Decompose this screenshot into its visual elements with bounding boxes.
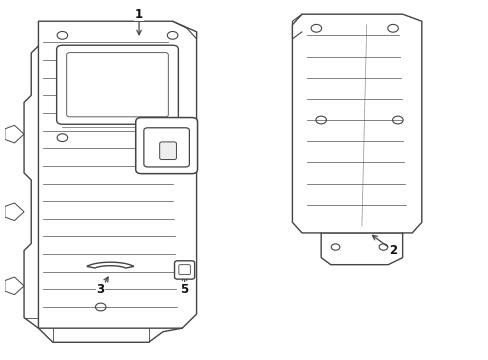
- Polygon shape: [5, 125, 24, 143]
- FancyBboxPatch shape: [179, 265, 190, 275]
- Text: 5: 5: [180, 283, 188, 296]
- Polygon shape: [5, 203, 24, 221]
- FancyBboxPatch shape: [174, 261, 194, 279]
- FancyBboxPatch shape: [136, 118, 197, 174]
- Polygon shape: [39, 21, 196, 328]
- Polygon shape: [87, 262, 134, 268]
- Polygon shape: [5, 277, 24, 294]
- Text: 4: 4: [142, 96, 150, 109]
- FancyBboxPatch shape: [66, 53, 168, 117]
- Polygon shape: [292, 14, 421, 233]
- FancyBboxPatch shape: [143, 128, 189, 167]
- Text: 1: 1: [135, 8, 143, 21]
- FancyBboxPatch shape: [57, 45, 178, 124]
- FancyBboxPatch shape: [160, 142, 176, 159]
- Text: 3: 3: [97, 283, 104, 296]
- Text: 2: 2: [388, 244, 396, 257]
